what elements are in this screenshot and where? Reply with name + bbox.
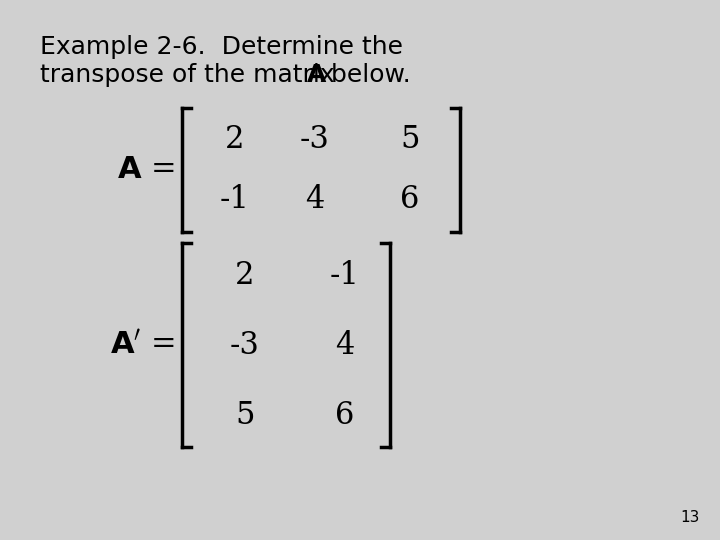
Text: 4: 4 (336, 329, 355, 361)
Text: 2: 2 (225, 125, 245, 156)
Text: transpose of the matrix: transpose of the matrix (40, 63, 343, 87)
Text: -3: -3 (300, 125, 330, 156)
Text: below.: below. (323, 63, 410, 87)
Text: 13: 13 (680, 510, 700, 525)
Text: -1: -1 (220, 185, 250, 215)
Text: Example 2-6.  Determine the: Example 2-6. Determine the (40, 35, 403, 59)
Text: 5: 5 (400, 125, 420, 156)
Text: -3: -3 (230, 329, 260, 361)
Text: $\mathbf{A}$ =: $\mathbf{A}$ = (117, 154, 175, 186)
Text: 2: 2 (235, 260, 255, 291)
Text: A: A (307, 63, 326, 87)
Text: $\mathbf{A'}$ =: $\mathbf{A'}$ = (110, 329, 175, 361)
Text: -1: -1 (330, 260, 360, 291)
Text: 5: 5 (235, 400, 255, 430)
Text: 6: 6 (400, 185, 420, 215)
Text: 4: 4 (305, 185, 325, 215)
Text: 6: 6 (336, 400, 355, 430)
